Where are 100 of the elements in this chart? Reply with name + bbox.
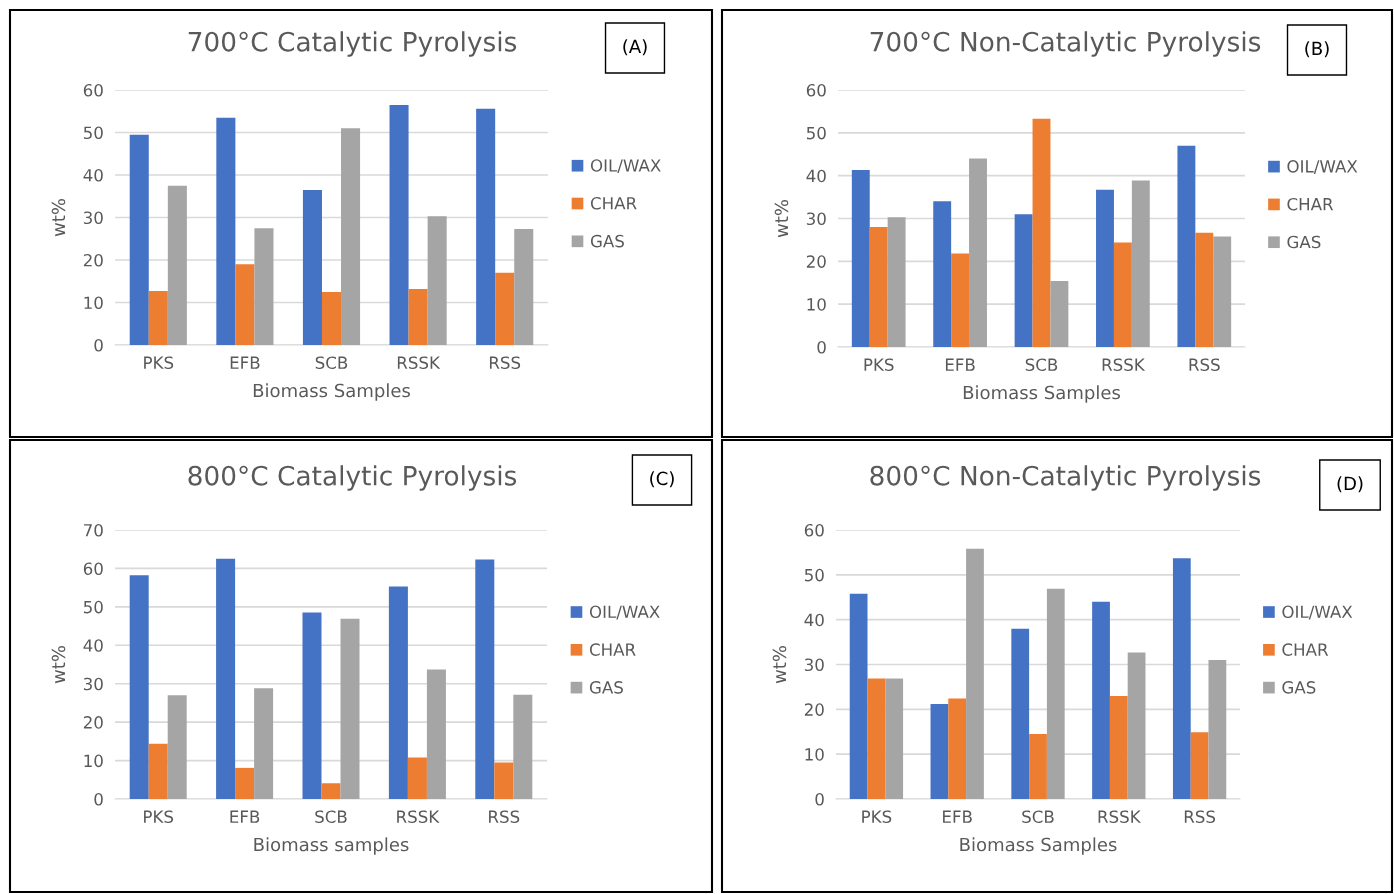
bar xyxy=(388,586,408,799)
bar xyxy=(1109,695,1128,799)
y-tick-label: 20 xyxy=(83,716,103,729)
bar xyxy=(1011,628,1030,799)
bar xyxy=(129,134,149,345)
x-tick-label: EFB xyxy=(230,356,260,369)
bar xyxy=(969,158,987,347)
bar xyxy=(1195,232,1214,347)
bar xyxy=(321,783,341,799)
text: (B) xyxy=(1305,41,1329,58)
bar xyxy=(1046,588,1065,799)
bar xyxy=(966,548,984,799)
bar xyxy=(1032,118,1051,347)
bar xyxy=(341,128,361,345)
bar xyxy=(475,559,495,799)
y-tick-label: 40 xyxy=(806,169,826,183)
y-axis-title: wt% xyxy=(51,645,66,684)
bar xyxy=(254,228,274,345)
x-axis-title: Biomass Samples xyxy=(963,385,1120,403)
chart-title: 700°C Non-Catalytic Pyrolysis xyxy=(870,31,1261,57)
bar xyxy=(930,703,949,799)
bar xyxy=(148,291,168,345)
y-tick-label: 0 xyxy=(94,792,103,806)
x-tick-label: EFB xyxy=(943,810,972,823)
bar xyxy=(302,612,322,799)
bar xyxy=(235,264,255,345)
bar xyxy=(1190,732,1209,799)
legend-label: CHAR xyxy=(590,196,637,210)
bar xyxy=(476,108,496,345)
x-tick-label: PKS xyxy=(144,810,174,824)
bar xyxy=(933,201,952,347)
bar xyxy=(494,762,514,799)
legend-label: CHAR xyxy=(1282,643,1329,656)
bar xyxy=(1096,189,1114,347)
x-tick-label: RSS xyxy=(1184,810,1216,824)
x-tick-label: PKS xyxy=(144,356,174,370)
y-axis-title: wt% xyxy=(774,199,789,238)
bar xyxy=(148,743,168,799)
y-tick-label: 40 xyxy=(83,168,103,182)
bar xyxy=(340,618,360,799)
bar xyxy=(427,216,447,345)
legend-label: GAS xyxy=(590,234,624,248)
x-tick-label: SCB xyxy=(315,356,348,370)
bar xyxy=(321,291,342,345)
bar xyxy=(1177,145,1196,347)
legend-label: CHAR xyxy=(589,643,636,656)
y-tick-label: 40 xyxy=(83,639,103,652)
bar xyxy=(1127,652,1146,799)
y-tick-label: 60 xyxy=(83,83,103,97)
x-tick-label: SCB xyxy=(1022,810,1054,824)
x-tick-label: RSSK xyxy=(1102,358,1146,372)
y-tick-label: 30 xyxy=(83,211,103,225)
bar xyxy=(1172,558,1191,799)
bar xyxy=(849,593,868,799)
y-tick-label: 20 xyxy=(804,703,824,716)
bar xyxy=(1029,733,1047,799)
y-tick-label: 50 xyxy=(83,600,103,614)
y-tick-label: 70 xyxy=(84,523,103,537)
y-tick-label: 60 xyxy=(806,83,826,97)
bar xyxy=(885,678,904,799)
y-tick-label: 10 xyxy=(84,754,103,768)
chart-title: 800°C Non-Catalytic Pyrolysis xyxy=(870,465,1261,491)
y-tick-label: 10 xyxy=(84,296,103,310)
x-tick-label: PKS xyxy=(864,358,894,372)
bar xyxy=(513,694,533,799)
y-tick-label: 50 xyxy=(83,126,103,140)
legend-label: GAS xyxy=(589,681,623,694)
legend-label: OIL/WAX xyxy=(1287,160,1358,174)
bar xyxy=(167,695,187,799)
bar xyxy=(867,678,886,799)
bar xyxy=(235,767,255,799)
bar xyxy=(407,757,427,799)
y-tick-label: 60 xyxy=(804,523,824,537)
y-tick-label: 30 xyxy=(806,212,826,226)
y-tick-label: 10 xyxy=(807,298,826,311)
text: (D) xyxy=(1337,476,1363,493)
bar xyxy=(887,217,906,347)
y-tick-label: 20 xyxy=(806,255,826,268)
bar xyxy=(302,189,322,345)
y-tick-label: 10 xyxy=(805,748,824,761)
bar xyxy=(1014,214,1033,347)
bar xyxy=(389,104,409,345)
bar xyxy=(216,117,236,345)
x-axis-title: Biomass Samples xyxy=(960,837,1117,855)
chart-title: 800°C Catalytic Pyrolysis xyxy=(188,465,517,491)
x-tick-label: RSS xyxy=(489,810,520,824)
legend-label: OIL/WAX xyxy=(589,605,660,620)
text: (C) xyxy=(650,471,674,488)
y-tick-label: 0 xyxy=(817,340,826,354)
bar xyxy=(948,698,967,799)
bar xyxy=(951,253,970,347)
y-axis-title: wt% xyxy=(772,645,787,684)
x-tick-label: RSS xyxy=(1189,358,1220,372)
bar xyxy=(514,228,534,345)
bar xyxy=(408,288,428,345)
bar xyxy=(851,170,870,347)
y-tick-label: 0 xyxy=(94,338,103,352)
legend-label: GAS xyxy=(1282,681,1316,694)
x-tick-label: EFB xyxy=(945,358,975,371)
bar xyxy=(869,227,888,347)
